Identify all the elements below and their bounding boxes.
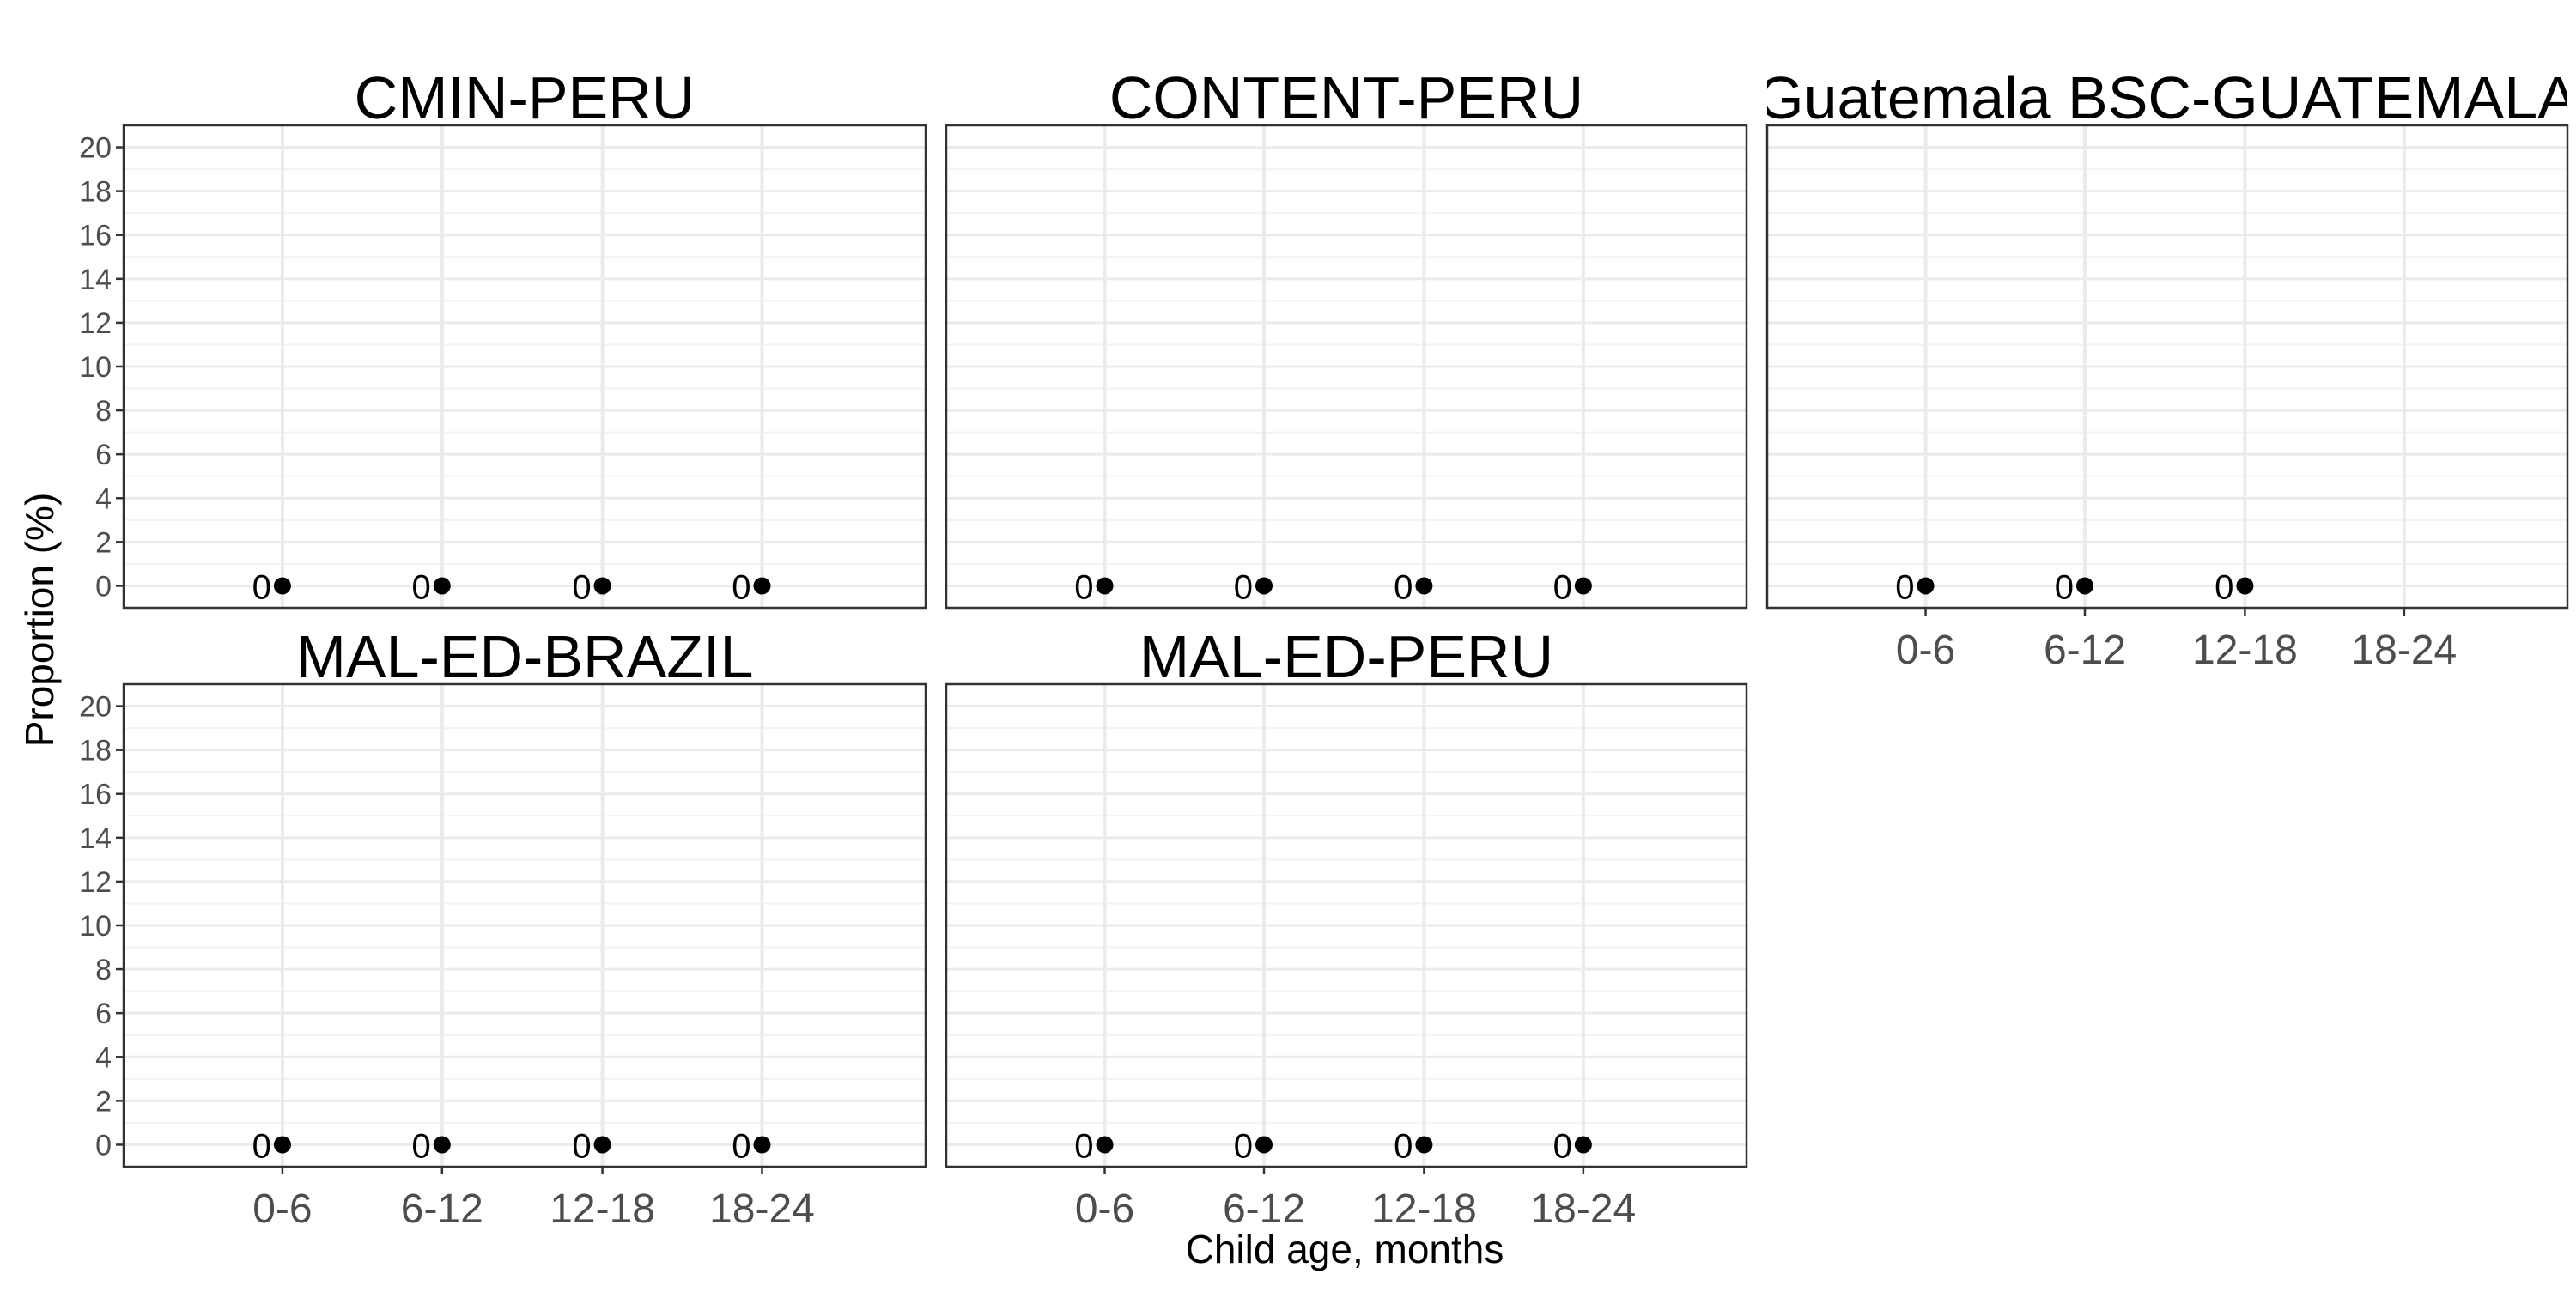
panel-title: CMIN-PERU — [355, 64, 696, 131]
data-label: 0 — [1553, 1127, 1572, 1165]
y-tick-label: 6 — [95, 998, 112, 1030]
data-label: 0 — [1234, 568, 1253, 606]
data-point — [1574, 577, 1592, 595]
x-tick-label: 0-6 — [252, 1186, 312, 1232]
panel-title: CONTENT-PERU — [1109, 64, 1583, 131]
x-tick-label: 0-6 — [1075, 1186, 1134, 1232]
data-label: 0 — [252, 568, 271, 606]
y-tick-label: 12 — [79, 307, 112, 340]
data-point — [1415, 577, 1433, 595]
data-point — [1415, 1136, 1433, 1154]
y-tick-label: 18 — [79, 176, 112, 209]
data-label: 0 — [572, 1127, 591, 1165]
data-point — [1096, 577, 1114, 595]
x-tick-label: 6-12 — [2044, 628, 2126, 673]
data-label: 0 — [412, 1127, 431, 1165]
data-label: 0 — [732, 1127, 750, 1165]
y-tick-label: 8 — [95, 954, 112, 986]
data-label: 0 — [252, 1127, 271, 1165]
y-tick-label: 10 — [79, 351, 112, 384]
y-axis-title: Proportion (%) — [17, 493, 62, 748]
y-tick-label: 10 — [79, 910, 112, 943]
data-point — [593, 577, 611, 595]
x-tick-label: 12-18 — [1371, 1186, 1477, 1232]
data-label: 0 — [2055, 568, 2074, 606]
data-point — [753, 577, 771, 595]
y-tick-label: 8 — [95, 395, 112, 428]
data-label: 0 — [1394, 1127, 1413, 1165]
data-point — [1255, 1136, 1273, 1154]
panel-title: MAL-ED-BRAZIL — [296, 623, 754, 690]
x-tick-label: 18-24 — [2351, 628, 2457, 673]
panel-border — [1765, 124, 2569, 610]
data-label: 0 — [412, 568, 431, 606]
data-point — [433, 577, 451, 595]
y-tick-label: 20 — [79, 691, 112, 724]
y-tick-label: 2 — [95, 526, 112, 559]
y-tick-label: 14 — [79, 822, 112, 855]
y-tick-label: 16 — [79, 779, 112, 811]
y-tick-label: 14 — [79, 264, 112, 296]
y-tick-label: 12 — [79, 866, 112, 899]
data-point — [273, 1136, 291, 1154]
data-label: 0 — [1234, 1127, 1253, 1165]
y-tick-label: 2 — [95, 1085, 112, 1118]
data-label: 0 — [1074, 568, 1093, 606]
y-tick-label: 20 — [79, 132, 112, 165]
x-tick-label: 6-12 — [1223, 1186, 1305, 1232]
x-axis-title: Child age, months — [1186, 1227, 1504, 1271]
panel-title: Guatemala BSC-GUATEMALA — [1757, 64, 2576, 131]
x-tick-label: 18-24 — [709, 1186, 815, 1232]
y-tick-label: 18 — [79, 735, 112, 767]
y-tick-label: 4 — [95, 482, 112, 515]
facet-panel: 0 0 0 0 CONTENT-PERU — [945, 64, 1748, 610]
y-tick-label: 0 — [95, 570, 112, 603]
data-point — [433, 1136, 451, 1154]
x-tick-label: 18-24 — [1530, 1186, 1636, 1232]
data-label: 0 — [1895, 568, 1914, 606]
panel-title: MAL-ED-PERU — [1139, 623, 1553, 690]
data-label: 0 — [1553, 568, 1572, 606]
facet-panel: 0 0 0 0 MAL-ED-PERU 0-6 6-12 12-18 18-24 — [945, 623, 1748, 1232]
data-point — [1096, 1136, 1114, 1154]
data-label: 0 — [1074, 1127, 1093, 1165]
y-tick-label: 4 — [95, 1041, 112, 1074]
data-label: 0 — [572, 568, 591, 606]
data-point — [1255, 577, 1273, 595]
y-tick-label: 16 — [79, 220, 112, 252]
x-tick-label: 0-6 — [1896, 628, 1955, 673]
data-label: 0 — [732, 568, 750, 606]
data-point — [753, 1136, 771, 1154]
data-label: 0 — [1394, 568, 1413, 606]
x-tick-label: 12-18 — [550, 1186, 655, 1232]
facet-panel: 0 0 0 Guatemala BSC-GUATEMALA 0-6 6-12 12-18 18… — [1757, 64, 2576, 673]
x-tick-label: 12-18 — [2192, 628, 2298, 673]
panel-border — [945, 682, 1748, 1168]
y-tick-label: 0 — [95, 1129, 112, 1162]
data-point — [2076, 577, 2094, 595]
facet-panel: 0 0 0 0 MAL-ED-BRAZIL 0 2 4 6 8 10 12 14 16 18 20 0-6 6-1… — [79, 623, 927, 1232]
data-point — [1574, 1136, 1592, 1154]
data-label: 0 — [2215, 568, 2233, 606]
data-point — [273, 577, 291, 595]
panel-border — [945, 124, 1748, 610]
data-point — [1917, 577, 1935, 595]
data-point — [593, 1136, 611, 1154]
x-tick-label: 6-12 — [401, 1186, 483, 1232]
data-point — [2236, 577, 2254, 595]
facet-panel: 0 0 0 0 CMIN-PERU 0 2 4 6 8 10 12 14 16 18 20 — [79, 64, 927, 610]
y-tick-label: 6 — [95, 439, 112, 471]
